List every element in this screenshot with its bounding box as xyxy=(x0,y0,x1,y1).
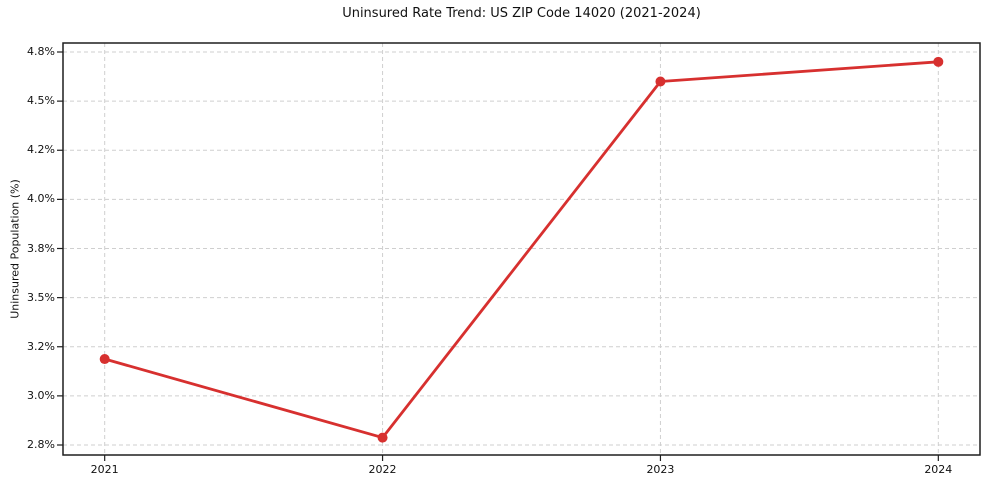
y-tick-label: 4.8% xyxy=(27,45,55,58)
data-point-marker xyxy=(99,354,110,365)
y-tick-label: 3.2% xyxy=(27,339,55,353)
y-tick-label: 4.2% xyxy=(27,143,55,157)
plot-frame xyxy=(62,42,981,456)
y-tick-label: 4.5% xyxy=(27,94,55,108)
y-tick-label: 2.8% xyxy=(27,438,55,451)
y-tick-label: 4.0% xyxy=(27,192,55,206)
y-tick-label: 3.0% xyxy=(27,388,55,402)
data-point-marker xyxy=(655,76,666,87)
data-point-marker xyxy=(377,432,388,443)
x-tick-label: 2023 xyxy=(646,463,675,476)
x-tick-label: 2021 xyxy=(90,463,119,476)
data-point-marker xyxy=(933,56,944,67)
chart-title: Uninsured Rate Trend: US ZIP Code 14020 … xyxy=(342,6,701,21)
x-tick-label: 2024 xyxy=(924,463,953,476)
y-tick-label: 3.5% xyxy=(27,290,55,304)
series-line xyxy=(103,60,940,440)
x-tick-label: 2022 xyxy=(368,463,397,476)
y-tick-label: 3.8% xyxy=(27,241,55,255)
